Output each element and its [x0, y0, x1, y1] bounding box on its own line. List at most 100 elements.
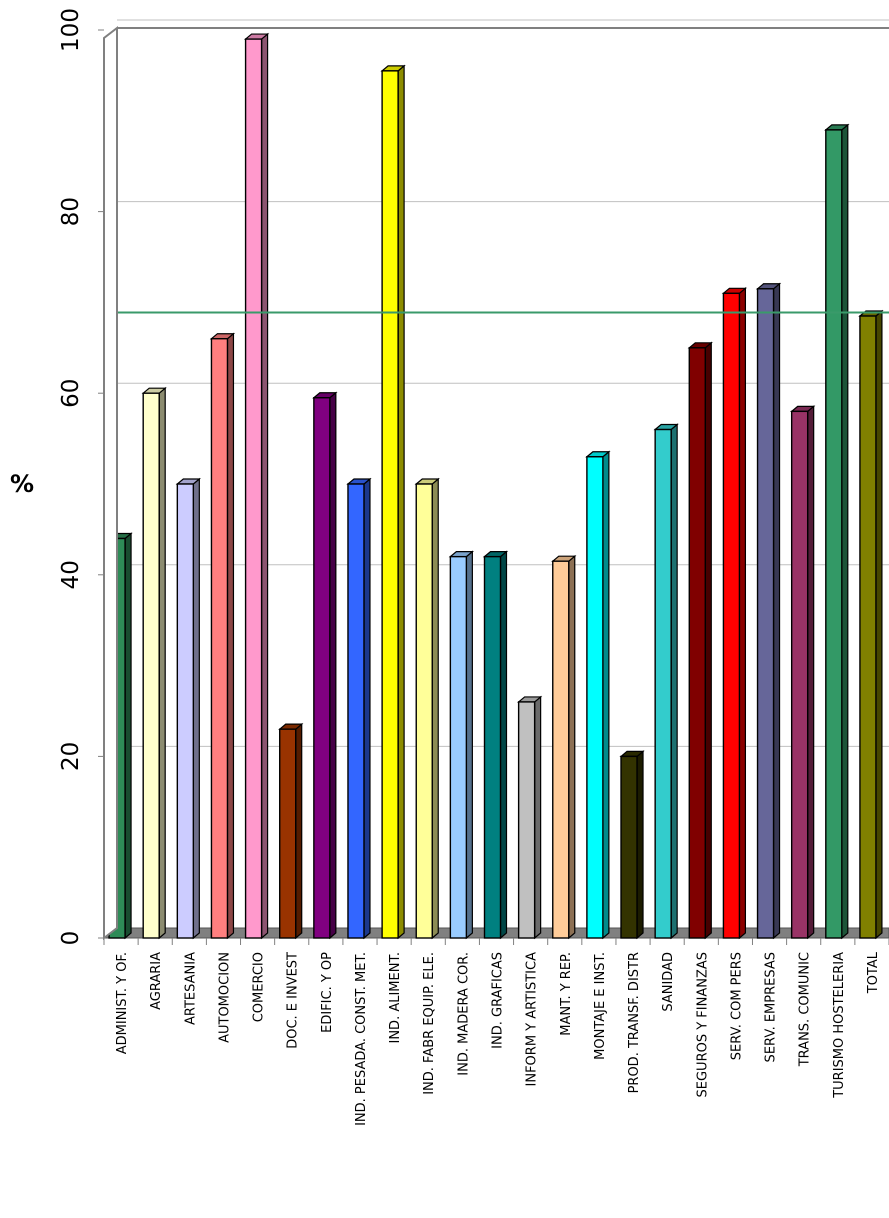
bar [858, 309, 884, 940]
x-category-label: PROD. TRANSF. DISTR [627, 952, 642, 1093]
x-category-label: MONTAJE E INST. [593, 952, 608, 1060]
x-category-label: TURISMO HOSTELERIA [832, 952, 847, 1099]
bar-front [483, 555, 502, 939]
bar-front [859, 315, 877, 939]
axes [98, 25, 889, 945]
bar-front [210, 338, 229, 939]
bar-front [313, 397, 331, 939]
bar-side [226, 332, 235, 940]
bar-front [552, 560, 570, 939]
bar-front [654, 428, 672, 939]
x-category-labels: ADMINIST. Y OF. AGRARIA ARTESANIA AUTOMOCIO… [115, 951, 881, 1126]
y-tick-label: 0 [58, 931, 84, 946]
bar-front [517, 701, 536, 939]
bar-side [841, 123, 849, 940]
bar-side [772, 282, 781, 940]
x-category-label: SANIDAD [661, 952, 676, 1012]
bar-side [397, 64, 405, 940]
bar [380, 64, 406, 940]
bar-side [704, 341, 712, 940]
bar-side [363, 477, 371, 940]
bar [687, 341, 713, 940]
bar-side [602, 450, 610, 940]
bar-front [244, 38, 263, 939]
bar [141, 386, 167, 940]
x-category-label: AUTOMOCION [217, 952, 232, 1043]
x-category-label: IND. MADERA COR. [456, 952, 471, 1076]
bar [312, 391, 338, 940]
bar-side [465, 550, 473, 940]
y-tick-label: 100 [58, 8, 84, 52]
bar-side [807, 405, 815, 940]
y-tick-label: 40 [58, 560, 84, 589]
bar-front [449, 555, 468, 939]
x-category-label: SEGUROS Y FINANZAS [695, 952, 710, 1097]
bar [243, 32, 270, 940]
bar [482, 550, 509, 940]
bar-side [260, 32, 269, 940]
bar-side [431, 477, 439, 940]
bar-side [329, 391, 337, 940]
bar [790, 405, 816, 940]
bar-front [347, 483, 365, 939]
x-category-label: IND. GRAFICAS [491, 952, 506, 1049]
bar [516, 695, 543, 940]
y-tick-label: 80 [58, 197, 84, 226]
x-category-label: MANT. Y REP. [559, 952, 574, 1036]
x-category-label: SERV. EMPRESAS [764, 952, 779, 1062]
bar-side [670, 423, 678, 940]
bar-front [688, 347, 706, 939]
bar-side [568, 554, 576, 940]
bar-side [295, 722, 303, 940]
bar [585, 450, 611, 940]
bar [824, 123, 850, 940]
x-category-label: DOC. E INVEST [286, 952, 301, 1049]
x-category-label: COMERCIO [252, 952, 267, 1022]
x-category-label: IND. PESADA. CONST. MET. [354, 952, 369, 1126]
y-axis-wall [103, 25, 118, 941]
bar-front [381, 70, 399, 939]
x-category-label: IND. FABR EQUIP. ELE. [422, 952, 437, 1095]
bar-front [756, 288, 775, 939]
bar-side [875, 309, 883, 940]
bar-side [738, 287, 747, 940]
bar [278, 722, 304, 940]
bar [175, 477, 201, 940]
bar-front [620, 755, 638, 939]
y-tick-label: 60 [58, 379, 84, 408]
bar [619, 750, 645, 940]
bar-front [176, 483, 195, 939]
x-category-label: ADMINIST. Y OF. [115, 952, 130, 1054]
bar [209, 332, 236, 940]
bar-side [192, 477, 200, 940]
bar-side [534, 695, 542, 940]
y-tick-labels: 0 20 40 60 80 100 [58, 8, 84, 945]
bar [653, 423, 679, 940]
y-axis-label: % [10, 470, 34, 498]
bar-side [499, 550, 508, 940]
bar [448, 550, 475, 940]
x-category-label: INFORM Y ARTISTICA [525, 952, 540, 1087]
bar-front [790, 410, 809, 939]
x-category-label: TRANS. COMUNIC [798, 952, 813, 1067]
x-category-label: SERV. COM PERS [729, 952, 744, 1060]
bar [755, 282, 782, 940]
bar [346, 477, 372, 940]
bar [551, 554, 577, 940]
x-category-label: IND. ALIMENT. [388, 952, 403, 1044]
bar-side [636, 750, 644, 940]
x-category-label: EDIFIC. Y OP [320, 952, 335, 1033]
bar-front [415, 483, 433, 939]
bar [721, 287, 748, 940]
x-category-label: TOTAL [866, 951, 881, 994]
bar-front [586, 456, 604, 939]
x-category-label: AGRARIA [149, 952, 164, 1010]
bar-front [142, 392, 160, 939]
x-category-label: ARTESANIA [183, 952, 198, 1025]
bar-front [279, 728, 297, 939]
bar-front [722, 292, 741, 939]
bar-side [124, 532, 132, 940]
bar-side [158, 386, 166, 940]
bar [414, 477, 440, 940]
